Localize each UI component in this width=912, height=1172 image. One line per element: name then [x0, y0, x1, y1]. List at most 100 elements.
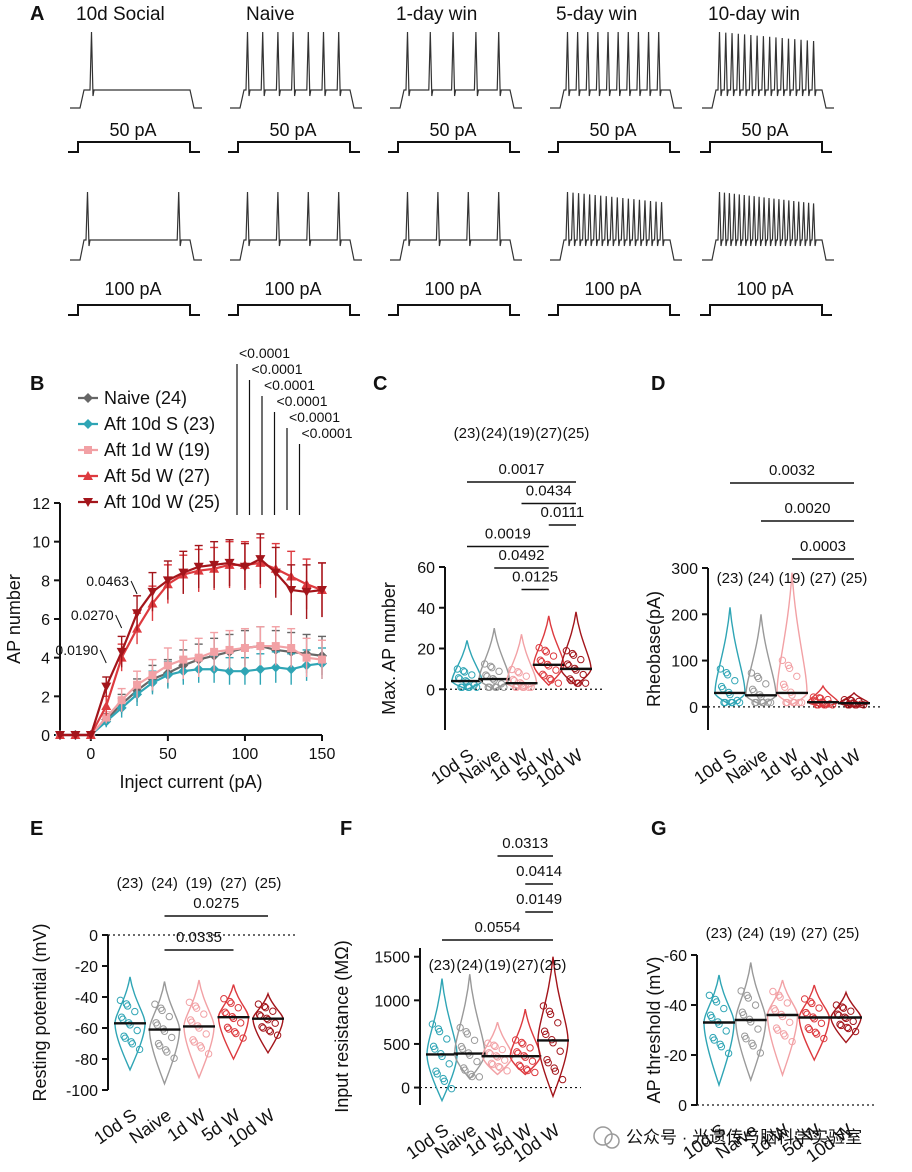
data-point	[709, 1033, 717, 1042]
data-point	[737, 987, 745, 995]
y-tick-label: 500	[383, 1037, 410, 1054]
n-label: (19)	[769, 925, 796, 942]
data-point	[706, 1011, 715, 1019]
data-point	[127, 1038, 135, 1046]
panel-a-title-1: Naive	[246, 4, 295, 25]
violin-0	[703, 974, 735, 1088]
n-label: (19)	[779, 570, 806, 587]
y-tick-label: -40	[75, 990, 98, 1007]
panel-g-letter: G	[651, 818, 667, 840]
data-point	[526, 1044, 534, 1052]
data-point	[741, 1032, 749, 1040]
violin-3	[798, 984, 830, 1062]
data-point	[782, 698, 790, 707]
data-point	[443, 1035, 451, 1043]
data-point	[148, 671, 157, 680]
data-point	[717, 682, 726, 691]
panel-f-letter: F	[340, 818, 352, 840]
p-value-label: <0.0001	[277, 393, 328, 409]
p-value-label: <0.0001	[302, 425, 353, 441]
violin-2	[183, 979, 215, 1080]
data-point	[273, 1031, 282, 1039]
legend-marker	[83, 471, 93, 480]
data-point	[287, 644, 296, 652]
data-point	[545, 1007, 554, 1015]
data-point	[547, 676, 555, 684]
data-point	[70, 731, 81, 740]
data-point	[501, 1056, 509, 1064]
data-point	[456, 1023, 464, 1032]
data-point	[457, 1042, 466, 1051]
y-tick-label: 60	[417, 560, 435, 577]
data-point	[517, 1038, 526, 1047]
data-point	[528, 1057, 537, 1065]
panel-b: B 0 2 4 6 8 10 12 0 50 100 150 Inject current (pA) AP…	[4, 345, 353, 792]
panel-a-title-4: 10-day win	[708, 4, 800, 25]
data-point	[711, 995, 720, 1004]
data-point	[490, 1041, 498, 1049]
legend-label: Aft 1d W (19)	[104, 440, 210, 460]
data-point	[748, 685, 757, 694]
y-tick-label: -20	[664, 1048, 687, 1065]
data-point	[286, 664, 297, 675]
comparison-p-value: 0.0020	[785, 500, 831, 517]
ap-trace	[230, 191, 362, 261]
comparison-p-value: 0.0414	[516, 863, 562, 880]
data-point	[838, 1003, 847, 1011]
p-value-label: 0.0463	[86, 573, 129, 589]
data-point	[126, 1021, 134, 1029]
violin-4	[830, 990, 862, 1044]
data-point	[234, 1004, 243, 1012]
data-point	[116, 647, 127, 657]
violin-1	[735, 962, 767, 1083]
data-point	[566, 675, 574, 683]
data-point	[766, 698, 775, 707]
stimulus-step	[228, 141, 360, 153]
data-point	[428, 1020, 437, 1028]
data-point	[468, 671, 476, 679]
y-tick-label: 1500	[374, 950, 410, 967]
data-point	[439, 1074, 447, 1083]
data-point	[240, 644, 249, 652]
n-label: (23)	[717, 570, 744, 587]
data-point	[495, 1062, 503, 1071]
data-point	[562, 647, 571, 655]
comparison-p-value: 0.0111	[541, 504, 585, 521]
data-point	[756, 1049, 765, 1057]
ap-trace	[230, 31, 362, 109]
stimulus-step	[548, 304, 680, 316]
data-point	[117, 1013, 126, 1021]
n-label: (23)	[706, 925, 733, 942]
data-point	[460, 1064, 468, 1072]
data-point	[239, 666, 250, 677]
stimulus-step	[700, 304, 832, 316]
data-point	[470, 1036, 479, 1044]
data-point	[133, 680, 142, 689]
data-point	[550, 1064, 558, 1072]
data-point	[122, 1000, 131, 1008]
panel-a-letter: A	[30, 3, 44, 25]
data-point	[811, 1028, 820, 1037]
data-point	[859, 701, 868, 709]
data-point	[546, 674, 554, 683]
data-point	[260, 1002, 269, 1011]
n-label: (24)	[481, 425, 508, 442]
p-value-label: 0.0270	[71, 607, 114, 623]
data-point	[572, 666, 580, 674]
n-label: (19)	[484, 957, 511, 974]
y-axis-label: Rheobase(pA)	[644, 591, 664, 707]
stimulus-step	[388, 141, 520, 153]
data-point	[535, 643, 543, 652]
data-point	[133, 1026, 141, 1035]
data-point	[101, 682, 112, 692]
n-label: (27)	[810, 570, 837, 587]
data-point	[568, 649, 577, 658]
data-point	[488, 663, 496, 672]
data-point	[722, 1027, 730, 1035]
data-point	[577, 655, 585, 664]
y-tick-label: 40	[417, 601, 435, 618]
stimulus-step	[228, 304, 360, 316]
p-value-label: <0.0001	[289, 409, 340, 425]
stimulus-step	[68, 304, 200, 316]
